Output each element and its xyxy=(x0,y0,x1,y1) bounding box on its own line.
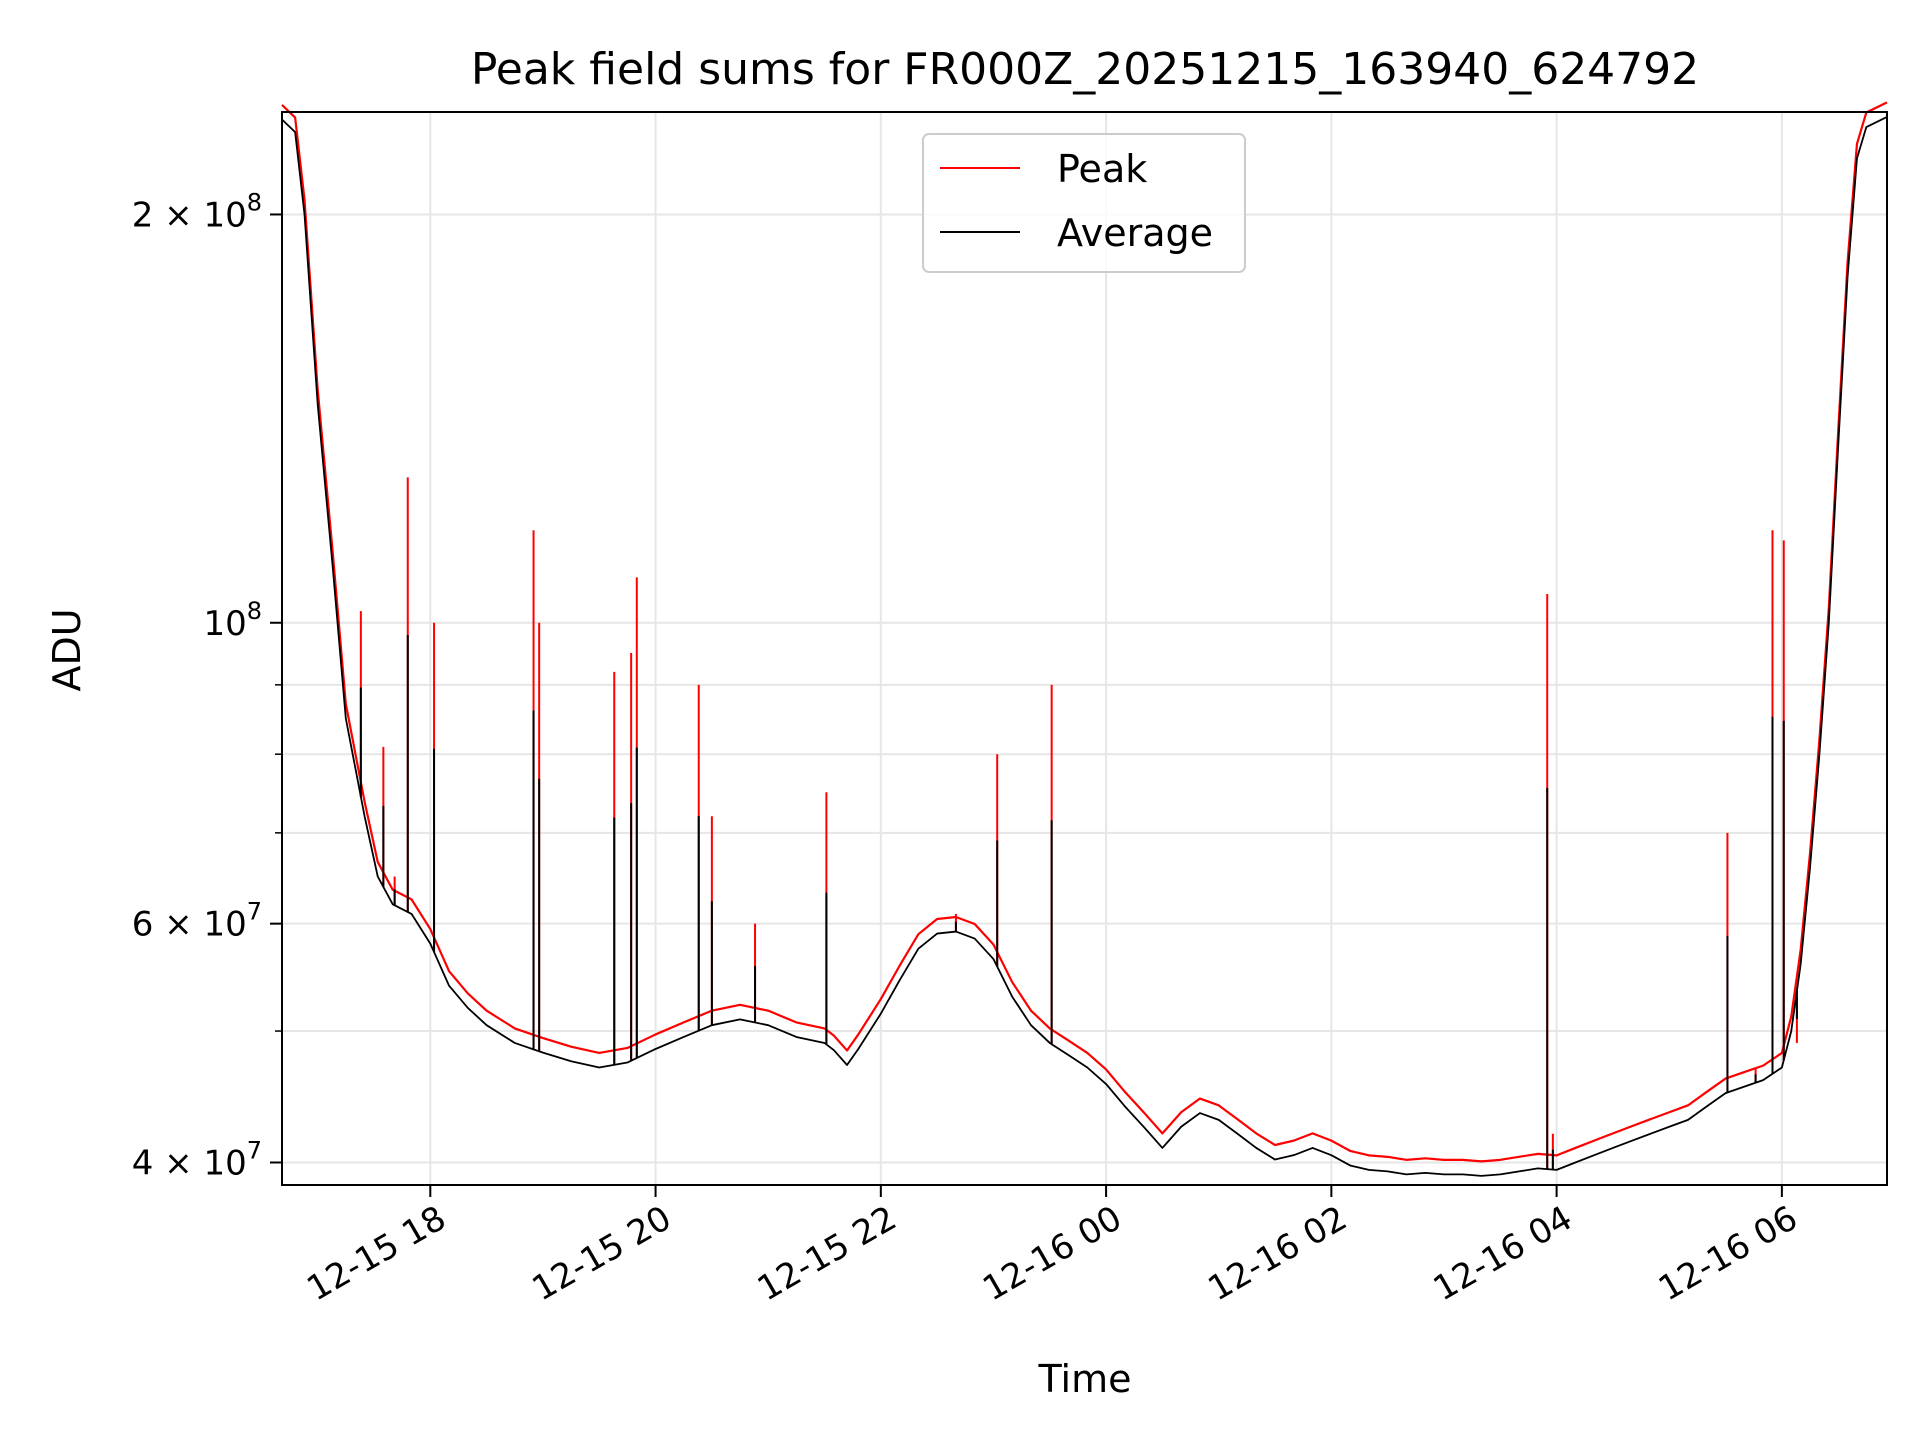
plot-frame xyxy=(281,111,1888,1186)
chart-title: Peak field sums for FR000Z_20251215_1639… xyxy=(471,44,1699,95)
y-tick-label: 4 × 107 xyxy=(132,1136,262,1183)
legend-label-average: Average xyxy=(1057,211,1213,255)
series-line-average xyxy=(281,116,1888,1177)
x-axis-label: Time xyxy=(1038,1357,1132,1401)
y-tick-label: 108 xyxy=(203,597,262,644)
y-tick-label: 2 × 108 xyxy=(132,188,262,235)
series-layer xyxy=(281,101,1888,1177)
series-line-peak xyxy=(281,101,1888,1163)
legend: Peak Average xyxy=(922,133,1246,273)
y-tick-label: 6 × 107 xyxy=(132,898,262,945)
y-axis-label: ADU xyxy=(45,608,89,691)
y-axis: 4 × 107 6 × 107 108 2 × 108 xyxy=(132,188,282,1183)
legend-label-peak: Peak xyxy=(1057,147,1147,191)
